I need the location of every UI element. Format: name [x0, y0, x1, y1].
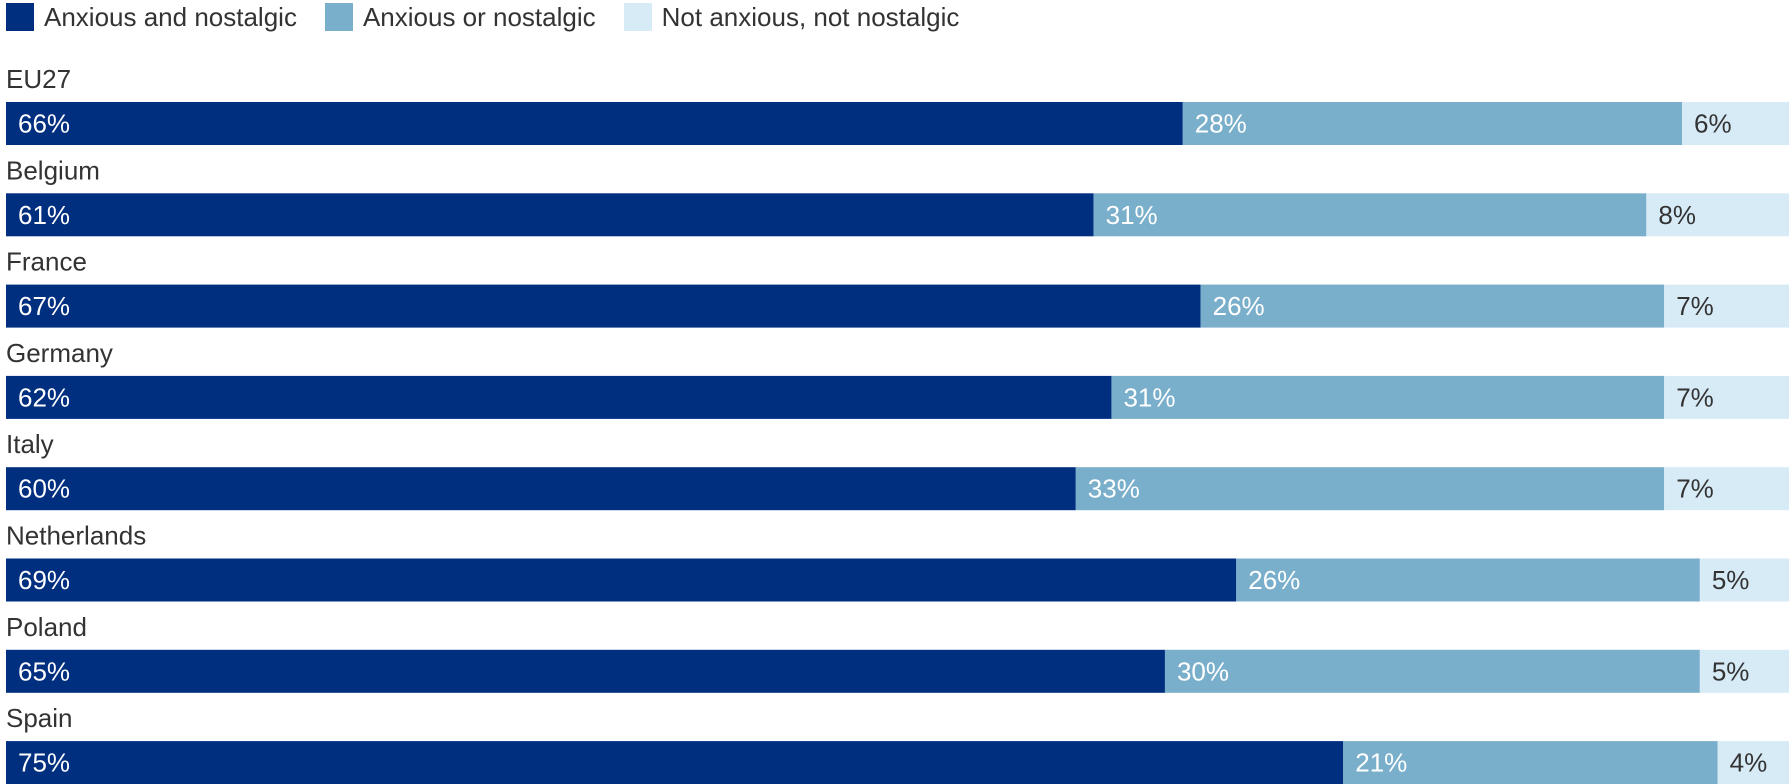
legend-label: Anxious and nostalgic [44, 1, 297, 32]
category-label-poland: Poland [6, 612, 87, 642]
category-label-belgium: Belgium [6, 155, 100, 185]
data-label-france-anxious-or-nostalgic: 26% [1213, 291, 1265, 321]
data-label-belgium-not-anxious-not-nostalgic: 8% [1658, 200, 1696, 230]
bar-poland-anxious-and-nostalgic [6, 649, 1165, 693]
legend-label: Not anxious, not nostalgic [661, 1, 960, 32]
data-label-france-anxious-and-nostalgic: 67% [18, 291, 70, 321]
data-label-poland-anxious-or-nostalgic: 30% [1177, 656, 1229, 686]
data-label-italy-anxious-and-nostalgic: 60% [18, 474, 70, 504]
bar-germany-anxious-and-nostalgic [6, 375, 1112, 419]
data-label-poland-not-anxious-not-nostalgic: 5% [1712, 656, 1750, 686]
bar-spain-anxious-or-nostalgic [1343, 741, 1718, 784]
bar-france-not-anxious-not-nostalgic [1664, 284, 1789, 328]
data-label-germany-anxious-or-nostalgic: 31% [1123, 382, 1175, 412]
bar-belgium-anxious-or-nostalgic [1093, 193, 1647, 237]
bar-eu27-anxious-or-nostalgic [1182, 102, 1683, 145]
legend: Anxious and nostalgic Anxious or nostalg… [6, 0, 987, 34]
bar-italy-anxious-and-nostalgic [6, 467, 1076, 511]
data-label-italy-anxious-or-nostalgic: 33% [1088, 474, 1140, 504]
data-label-france-not-anxious-not-nostalgic: 7% [1676, 291, 1714, 321]
bar-netherlands-not-anxious-not-nostalgic [1699, 558, 1789, 602]
bar-belgium-anxious-and-nostalgic [6, 193, 1094, 237]
data-label-germany-not-anxious-not-nostalgic: 7% [1676, 382, 1714, 412]
data-label-eu27-not-anxious-not-nostalgic: 6% [1694, 109, 1732, 139]
data-label-germany-anxious-and-nostalgic: 62% [18, 382, 70, 412]
category-label-germany: Germany [6, 338, 113, 368]
category-label-france: France [6, 247, 87, 277]
bar-netherlands-anxious-and-nostalgic [6, 558, 1237, 602]
bar-france-anxious-or-nostalgic [1200, 284, 1665, 328]
bar-belgium-not-anxious-not-nostalgic [1646, 193, 1789, 237]
data-label-belgium-anxious-or-nostalgic: 31% [1106, 200, 1158, 230]
data-label-poland-anxious-and-nostalgic: 65% [18, 656, 70, 686]
category-label-eu27: EU27 [6, 64, 71, 94]
bar-poland-anxious-or-nostalgic [1164, 649, 1700, 693]
legend-item-anxious-or-nostalgic: Anxious or nostalgic [324, 1, 596, 33]
bar-france-anxious-and-nostalgic [6, 284, 1201, 328]
bar-germany-not-anxious-not-nostalgic [1664, 375, 1789, 419]
category-label-italy: Italy [6, 429, 54, 459]
data-label-belgium-anxious-and-nostalgic: 61% [18, 200, 70, 230]
legend-label: Anxious or nostalgic [362, 1, 596, 32]
bar-italy-not-anxious-not-nostalgic [1664, 467, 1789, 511]
legend-item-not-anxious-not-nostalgic: Not anxious, not nostalgic [623, 1, 960, 33]
data-label-spain-anxious-or-nostalgic: 21% [1355, 748, 1407, 778]
bar-poland-not-anxious-not-nostalgic [1699, 649, 1789, 693]
bar-netherlands-anxious-or-nostalgic [1236, 558, 1700, 602]
bar-spain-anxious-and-nostalgic [6, 741, 1344, 784]
data-label-eu27-anxious-and-nostalgic: 66% [18, 109, 70, 139]
bar-germany-anxious-or-nostalgic [1111, 375, 1665, 419]
data-label-netherlands-not-anxious-not-nostalgic: 5% [1712, 565, 1750, 595]
bar-eu27-anxious-and-nostalgic [6, 102, 1183, 145]
legend-swatch-not-anxious-not-nostalgic [623, 3, 652, 31]
data-label-italy-not-anxious-not-nostalgic: 7% [1676, 474, 1714, 504]
legend-swatch-anxious-and-nostalgic [6, 3, 34, 31]
legend-swatch-anxious-or-nostalgic [324, 3, 353, 31]
data-label-netherlands-anxious-and-nostalgic: 69% [18, 565, 70, 595]
legend-item-anxious-and-nostalgic: Anxious and nostalgic [6, 2, 297, 33]
data-label-netherlands-anxious-or-nostalgic: 26% [1248, 565, 1300, 595]
bar-eu27-not-anxious-not-nostalgic [1682, 102, 1789, 145]
category-label-netherlands: Netherlands [6, 521, 146, 551]
category-label-spain: Spain [6, 703, 73, 733]
bar-italy-anxious-or-nostalgic [1075, 467, 1665, 511]
data-label-spain-anxious-and-nostalgic: 75% [18, 748, 70, 778]
bar-spain-not-anxious-not-nostalgic [1717, 741, 1789, 784]
data-label-eu27-anxious-or-nostalgic: 28% [1195, 109, 1247, 139]
data-label-spain-not-anxious-not-nostalgic: 4% [1730, 748, 1768, 778]
